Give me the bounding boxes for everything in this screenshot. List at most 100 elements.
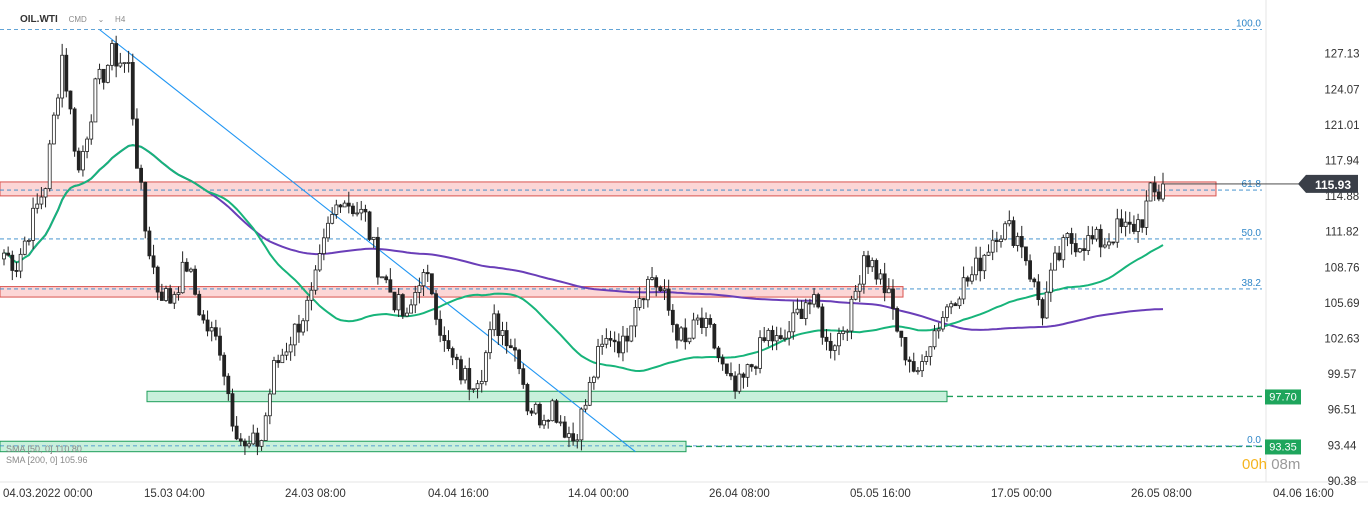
candle[interactable] xyxy=(513,338,517,362)
dropdown-caret-icon[interactable]: ⌄ xyxy=(97,15,105,24)
candle[interactable] xyxy=(101,68,106,90)
candle[interactable] xyxy=(795,298,800,316)
support-zone-2[interactable] xyxy=(146,390,948,403)
candle[interactable] xyxy=(895,306,900,333)
candle[interactable] xyxy=(1078,247,1082,254)
candle[interactable] xyxy=(1065,232,1070,247)
candle[interactable] xyxy=(741,372,746,389)
candle[interactable] xyxy=(184,258,189,273)
candle[interactable] xyxy=(14,261,19,278)
candle[interactable] xyxy=(616,333,621,358)
candle[interactable] xyxy=(857,275,862,303)
candle[interactable] xyxy=(238,433,243,447)
resistance-zone-0[interactable] xyxy=(0,181,1217,197)
candle[interactable] xyxy=(35,193,40,214)
candle[interactable] xyxy=(986,244,991,257)
candle[interactable] xyxy=(645,276,650,308)
candle[interactable] xyxy=(176,286,181,301)
candle[interactable] xyxy=(567,426,571,448)
candle[interactable] xyxy=(483,350,488,386)
candle[interactable] xyxy=(492,304,497,337)
candle[interactable] xyxy=(1028,254,1032,283)
candle[interactable] xyxy=(309,282,314,311)
candle[interactable] xyxy=(637,287,642,311)
timeframe-label[interactable]: H4 xyxy=(115,15,126,24)
candle[interactable] xyxy=(965,275,970,287)
candle[interactable] xyxy=(93,77,98,123)
candle[interactable] xyxy=(691,312,696,340)
candle[interactable] xyxy=(143,181,148,239)
candle[interactable] xyxy=(1144,190,1149,236)
candle[interactable] xyxy=(824,329,829,351)
candle[interactable] xyxy=(1036,274,1041,306)
candle[interactable] xyxy=(525,382,530,416)
candle[interactable] xyxy=(434,289,438,326)
candle[interactable] xyxy=(159,283,164,301)
candle[interactable] xyxy=(650,266,654,281)
candle[interactable] xyxy=(737,363,742,394)
candle[interactable] xyxy=(1098,224,1103,258)
candle[interactable] xyxy=(446,330,451,352)
candle[interactable] xyxy=(837,327,841,356)
candle[interactable] xyxy=(758,330,762,374)
last-price-tag[interactable] xyxy=(1298,174,1358,193)
candle[interactable] xyxy=(874,258,879,285)
candle[interactable] xyxy=(459,355,463,385)
candle[interactable] xyxy=(288,336,293,361)
candle[interactable] xyxy=(1032,277,1037,288)
candle[interactable] xyxy=(716,345,721,363)
candle[interactable] xyxy=(882,262,887,302)
symbol-label[interactable]: OIL.WTI xyxy=(20,14,58,25)
candle[interactable] xyxy=(193,265,197,296)
candle[interactable] xyxy=(85,136,89,159)
candle[interactable] xyxy=(1044,281,1049,319)
candle[interactable] xyxy=(961,266,966,305)
candle[interactable] xyxy=(338,203,343,213)
candle[interactable] xyxy=(135,108,139,169)
candle[interactable] xyxy=(255,427,260,456)
candle[interactable] xyxy=(658,285,663,292)
candle[interactable] xyxy=(745,363,750,387)
candle[interactable] xyxy=(712,322,717,350)
candle[interactable] xyxy=(321,228,326,261)
candle[interactable] xyxy=(708,314,713,328)
candle[interactable] xyxy=(928,346,933,366)
candle[interactable] xyxy=(280,348,285,364)
candle[interactable] xyxy=(679,326,684,342)
candle[interactable] xyxy=(454,353,459,369)
candle[interactable] xyxy=(675,323,679,349)
candle[interactable] xyxy=(110,40,114,71)
candle[interactable] xyxy=(317,244,322,272)
candle[interactable] xyxy=(230,388,235,432)
candle[interactable] xyxy=(940,311,945,332)
candle[interactable] xyxy=(313,265,318,295)
candle[interactable] xyxy=(1073,233,1078,257)
candle[interactable] xyxy=(591,375,596,390)
candle[interactable] xyxy=(64,48,69,98)
candle[interactable] xyxy=(243,438,247,455)
candle[interactable] xyxy=(957,296,962,309)
candle[interactable] xyxy=(870,257,875,272)
candle[interactable] xyxy=(978,246,983,282)
candle[interactable] xyxy=(105,64,110,84)
candle[interactable] xyxy=(1048,262,1053,302)
candle[interactable] xyxy=(608,330,613,347)
candle[interactable] xyxy=(816,292,821,309)
candle[interactable] xyxy=(866,250,870,275)
candle[interactable] xyxy=(380,276,384,279)
candle[interactable] xyxy=(47,139,52,192)
candle[interactable] xyxy=(396,288,401,317)
candle[interactable] xyxy=(147,226,152,260)
candle[interactable] xyxy=(770,325,775,351)
candle[interactable] xyxy=(891,279,895,320)
candle[interactable] xyxy=(400,293,405,319)
candle[interactable] xyxy=(945,304,949,322)
candle[interactable] xyxy=(596,338,600,380)
candle[interactable] xyxy=(924,350,929,365)
candle[interactable] xyxy=(222,352,227,386)
candle[interactable] xyxy=(122,62,127,73)
candle[interactable] xyxy=(783,329,787,342)
candle[interactable] xyxy=(164,285,168,302)
candle[interactable] xyxy=(907,356,912,373)
